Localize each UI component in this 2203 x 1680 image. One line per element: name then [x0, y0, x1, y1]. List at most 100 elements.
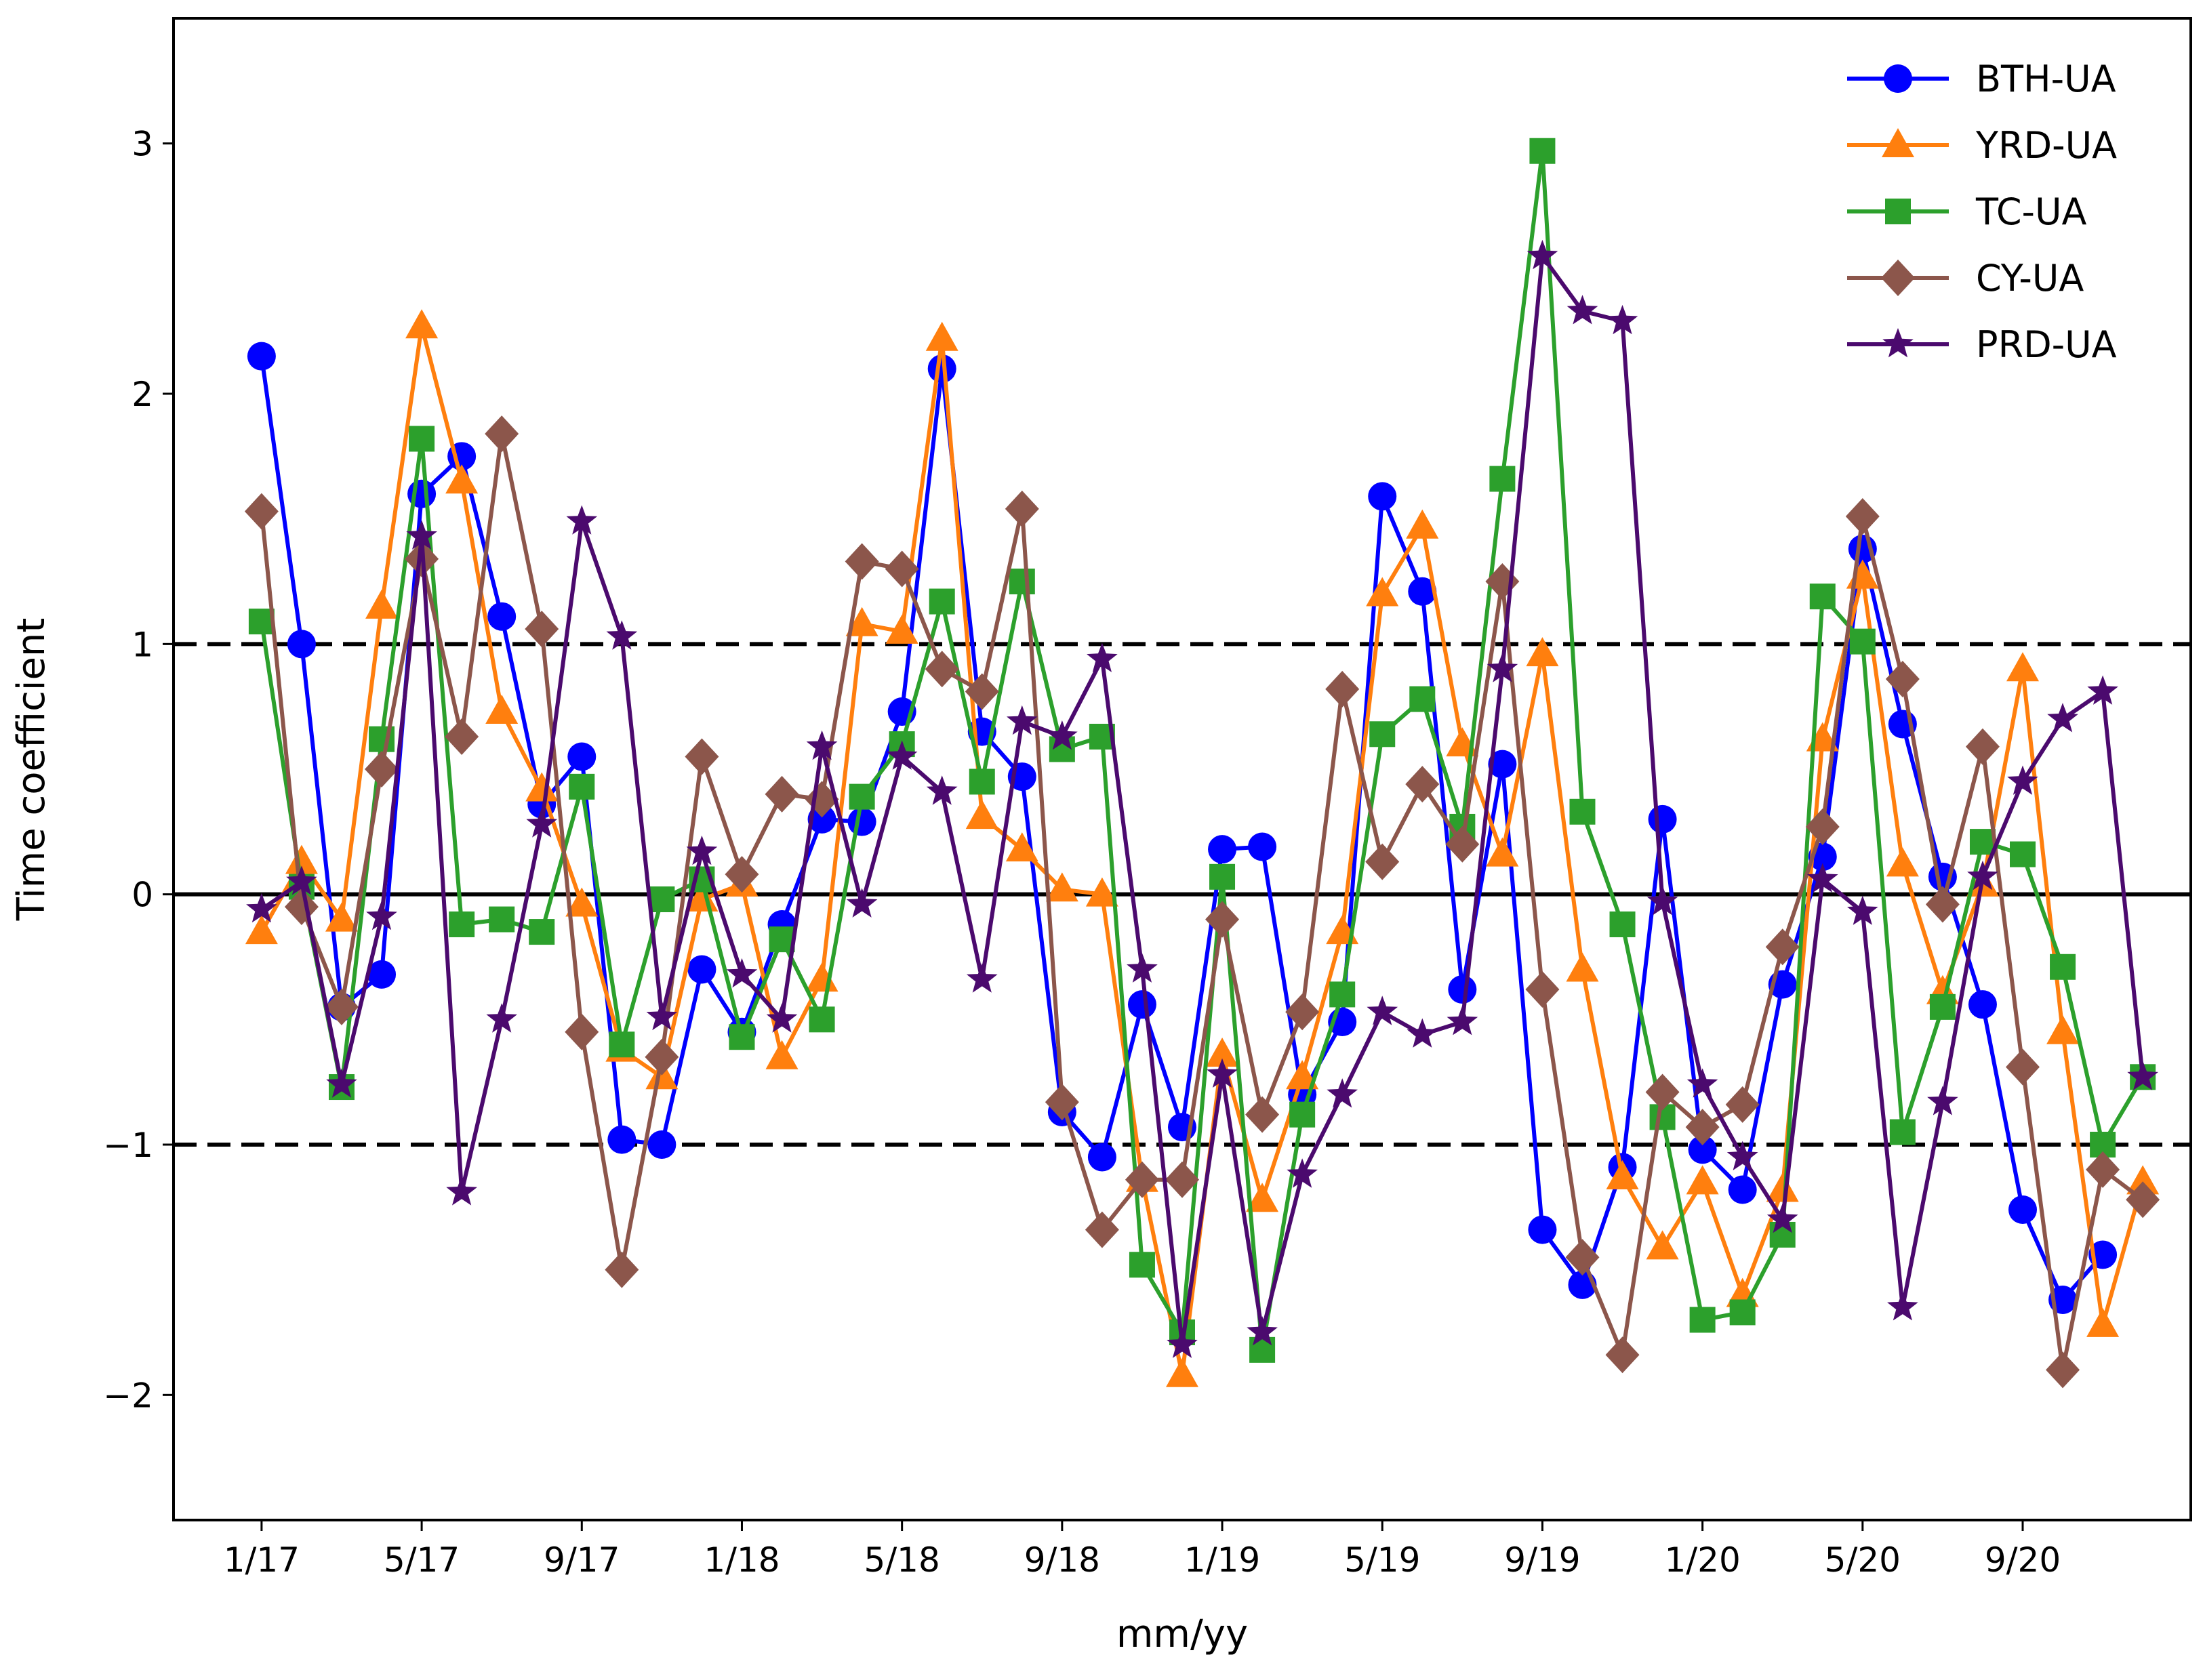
yrd-ua-point [1686, 1165, 1719, 1195]
cy-ua-point [1245, 1096, 1280, 1133]
prd-ua-point [1287, 1158, 1318, 1188]
prd-ua-point [1447, 1006, 1478, 1036]
yrd-ua-point [365, 589, 399, 619]
cy-ua-point [685, 738, 719, 775]
cy-ua-point [1525, 971, 1560, 1008]
prd-ua-point [806, 730, 838, 760]
prd-ua-point [1606, 304, 1638, 335]
tc-ua-point [1529, 138, 1556, 164]
tc-ua-point [729, 1024, 755, 1050]
prd-ua-point [1327, 1078, 1358, 1108]
x-tick-label: 9/17 [544, 1540, 620, 1580]
cy-ua-point [1725, 1086, 1760, 1123]
tc-ua-point [849, 783, 875, 810]
prd-ua-point [366, 900, 397, 930]
prd-ua-point [1766, 1203, 1798, 1233]
series-cy-ua [244, 415, 2160, 1389]
y-axis-label: Time coefficient [9, 618, 54, 922]
legend-label: YRD-UA [1975, 124, 2117, 167]
yrd-ua-point [525, 772, 559, 802]
prd-ua-point [1646, 885, 1678, 916]
tc-ua-point [569, 773, 595, 800]
prd-ua-point [1487, 653, 1518, 682]
x-tick-label: 5/17 [384, 1540, 460, 1580]
tc-ua-point [1809, 583, 1836, 610]
prd-ua-point [1686, 1068, 1718, 1098]
prd-ua-point [726, 958, 758, 988]
yrd-ua-point [2086, 1307, 2120, 1337]
tc-ua-point [1609, 911, 1636, 937]
bth-ua-point [807, 804, 836, 834]
prd-ua-point [1806, 863, 1838, 893]
x-tick-label: 5/20 [1825, 1540, 1901, 1580]
y-tick-label: 2 [132, 375, 153, 414]
bth-ua-point [1408, 577, 1437, 606]
yrd-ua-point [1606, 1160, 1639, 1190]
tc-ua-point [1889, 1119, 1916, 1145]
cy-ua-point [605, 1251, 639, 1288]
y-tick-label: 3 [132, 125, 153, 164]
legend-entry-yrd-ua: YRD-UA [1847, 124, 2117, 167]
cy-ua-point [325, 988, 359, 1025]
yrd-ua-point [2006, 652, 2039, 682]
x-tick-label: 5/19 [1344, 1540, 1420, 1580]
x-tick-label: 1/17 [224, 1540, 300, 1580]
legend-label: CY-UA [1976, 257, 2084, 300]
cy-ua-point [1605, 1336, 1640, 1374]
yrd-ua-point [1766, 1172, 1799, 1202]
cy-ua-line [259, 432, 2144, 1372]
y-tick-label: 0 [132, 876, 153, 915]
yrd-ua-point [925, 321, 958, 351]
legend-marker [1884, 64, 1912, 93]
x-tick-label: 9/18 [1024, 1540, 1100, 1580]
tc-ua-point [1209, 863, 1236, 890]
legend-marker [1882, 328, 1914, 358]
yrd-ua-point [845, 607, 878, 636]
prd-ua-point [1047, 720, 1078, 750]
cy-ua-point [2126, 1181, 2160, 1218]
prd-ua-point [1127, 953, 1158, 983]
tc-ua-point [1249, 1336, 1276, 1363]
yrd-ua-point [565, 887, 599, 917]
tc-ua-point [1329, 981, 1356, 1008]
cy-ua-point [1325, 670, 1360, 708]
tc-ua-point [1969, 829, 1996, 855]
cy-ua-point [845, 543, 879, 580]
bth-ua-point [567, 742, 597, 771]
legend-entry-bth-ua: BTH-UA [1847, 58, 2116, 100]
cy-ua-point [1925, 886, 1960, 923]
cy-ua-point [1445, 825, 1480, 863]
tc-ua-point [929, 588, 955, 615]
legend-label: TC-UA [1975, 190, 2087, 233]
prd-ua-point [1726, 1141, 1758, 1170]
bth-ua-point [287, 630, 316, 659]
tc-ua-point [609, 1031, 635, 1058]
cy-ua-point [2046, 1351, 2080, 1389]
yrd-ua-point [2046, 1015, 2080, 1044]
tc-ua-point [1009, 569, 1035, 594]
series-layer [244, 138, 2160, 1389]
bth-ua-point [607, 1125, 636, 1154]
prd-ua-point [846, 888, 878, 918]
prd-ua-point [1167, 1328, 1198, 1358]
cy-ua-point [1965, 728, 2000, 765]
x-tick-label: 1/19 [1184, 1540, 1260, 1580]
prd-ua-point [1247, 1316, 1278, 1346]
cy-ua-point [1205, 901, 1240, 938]
prd-ua-point [286, 865, 317, 895]
prd-ua-point [1567, 295, 1598, 325]
bth-ua-point [1087, 1143, 1116, 1172]
yrd-ua-point [885, 614, 918, 644]
prd-ua-point [2127, 1061, 2158, 1090]
bth-ua-point [1688, 1135, 1717, 1164]
reference-lines [174, 642, 2191, 1147]
prd-ua-point [2047, 703, 2078, 733]
tc-ua-point [969, 769, 995, 795]
tc-ua-point [2050, 954, 2076, 980]
tc-ua-point [1689, 1307, 1716, 1333]
prd-ua-point [1887, 1291, 1918, 1321]
yrd-ua-point [285, 844, 318, 874]
cy-ua-point [1285, 993, 1320, 1031]
prd-ua-point [486, 1003, 517, 1033]
prd-ua-point [1927, 1086, 1958, 1115]
